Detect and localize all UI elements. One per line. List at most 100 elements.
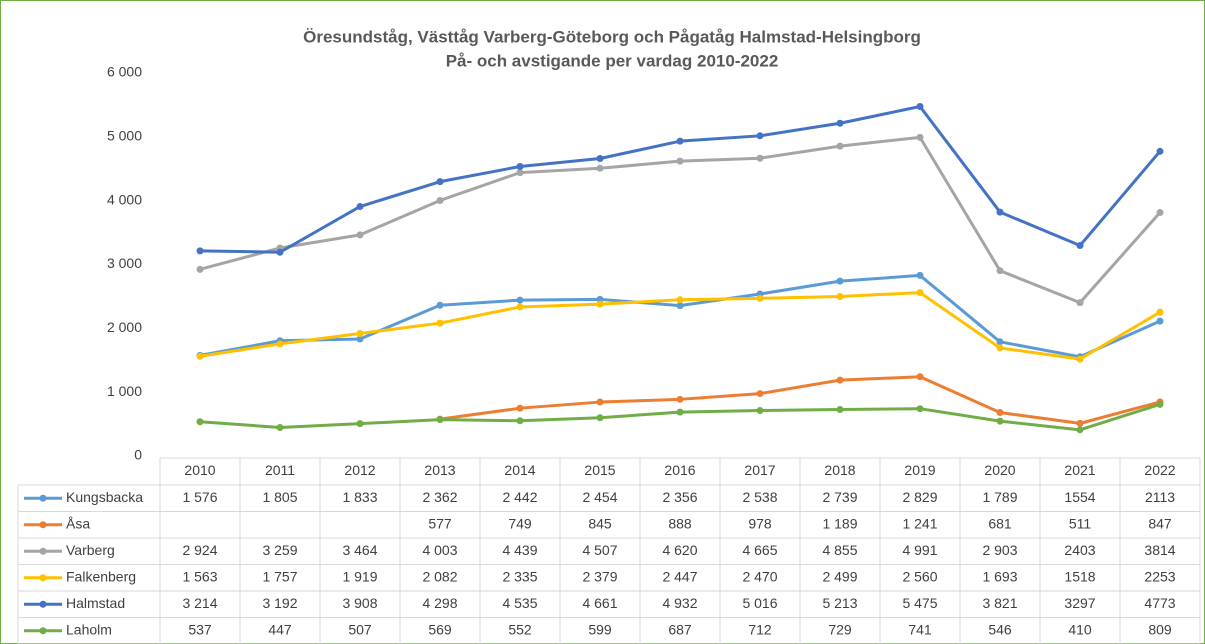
point	[916, 373, 924, 381]
table-cell: 3 192	[262, 595, 297, 611]
table-cell: 4 991	[902, 542, 937, 558]
legend-swatch	[39, 547, 47, 555]
table-cell: 2 379	[582, 568, 617, 584]
table-cell: 3 259	[262, 542, 297, 558]
table-cell: 4 507	[582, 542, 617, 558]
legend-label: Varberg	[66, 542, 115, 558]
point	[1156, 308, 1164, 316]
table-cell: 2 470	[742, 568, 777, 584]
point	[756, 294, 764, 302]
table-cell: 3 908	[342, 595, 377, 611]
point	[276, 423, 284, 431]
table-cell: 1 693	[982, 568, 1017, 584]
table-cell: 4 855	[822, 542, 857, 558]
table-cell: 2 829	[902, 489, 937, 505]
table-cell: 410	[1068, 621, 1092, 637]
table-cell: 4 932	[662, 595, 697, 611]
table-cell: 809	[1148, 621, 1172, 637]
x-tick-label: 2013	[424, 462, 455, 478]
table-cell: 2 924	[182, 542, 217, 558]
point	[1076, 426, 1084, 434]
point	[436, 319, 444, 327]
point	[596, 164, 604, 172]
x-tick-label: 2019	[904, 462, 935, 478]
point	[996, 338, 1004, 346]
table-cell: 1 805	[262, 489, 297, 505]
point	[676, 408, 684, 416]
table-cell: 507	[348, 621, 372, 637]
y-tick-label: 3 000	[107, 255, 142, 271]
table-cell: 2 356	[662, 489, 697, 505]
legend-label: Halmstad	[66, 595, 125, 611]
table-cell: 569	[428, 621, 452, 637]
table-cell: 749	[508, 515, 532, 531]
table-cell: 1 789	[982, 489, 1017, 505]
table-cell: 4 661	[582, 595, 617, 611]
point	[516, 169, 524, 177]
point	[196, 418, 204, 426]
point	[1076, 242, 1084, 250]
point	[1076, 419, 1084, 427]
y-tick-label: 4 000	[107, 191, 142, 207]
point	[1156, 400, 1164, 408]
point	[756, 390, 764, 398]
table-cell: 2 499	[822, 568, 857, 584]
table-cell: 2 335	[502, 568, 537, 584]
y-tick-label: 2 000	[107, 319, 142, 335]
point	[276, 340, 284, 348]
x-tick-label: 2016	[664, 462, 695, 478]
point	[196, 247, 204, 255]
point	[836, 142, 844, 150]
point	[676, 137, 684, 145]
point	[356, 203, 364, 211]
point	[356, 420, 364, 428]
x-tick-label: 2010	[184, 462, 215, 478]
point	[996, 267, 1004, 275]
x-tick-label: 2014	[504, 462, 535, 478]
x-tick-label: 2020	[984, 462, 1015, 478]
table-cell: 4 439	[502, 542, 537, 558]
legend-swatch	[39, 574, 47, 582]
point	[596, 154, 604, 162]
table-cell: 1554	[1064, 489, 1095, 505]
point	[516, 404, 524, 412]
point	[756, 132, 764, 140]
table-cell: 3 464	[342, 542, 377, 558]
table-cell: 845	[588, 515, 612, 531]
table-cell: 2113	[1145, 489, 1175, 505]
point	[356, 231, 364, 239]
point	[916, 133, 924, 141]
table-cell: 2 362	[422, 489, 457, 505]
table-cell: 511	[1069, 515, 1092, 531]
table-cell: 1518	[1064, 568, 1095, 584]
point	[596, 295, 604, 303]
x-tick-label: 2011	[265, 462, 295, 478]
point	[916, 271, 924, 279]
table-cell: 546	[988, 621, 1012, 637]
point	[276, 248, 284, 256]
table-cell: 2253	[1144, 568, 1175, 584]
y-tick-label: 1 000	[107, 383, 142, 399]
point	[1156, 317, 1164, 325]
point	[676, 157, 684, 165]
point	[1076, 355, 1084, 363]
table-cell: 552	[508, 621, 532, 637]
table-cell: 1 576	[182, 489, 217, 505]
table-cell: 712	[748, 621, 772, 637]
table-cell: 599	[588, 621, 612, 637]
point	[916, 289, 924, 297]
table-cell: 2 739	[822, 489, 857, 505]
point	[676, 302, 684, 310]
point	[996, 409, 1004, 417]
table-cell: 888	[668, 515, 692, 531]
point	[596, 300, 604, 308]
table-cell: 2 454	[582, 489, 617, 505]
table-cell: 847	[1148, 515, 1172, 531]
table-cell: 741	[908, 621, 932, 637]
point	[756, 154, 764, 162]
point	[436, 178, 444, 186]
point	[436, 416, 444, 424]
legend-label: Falkenberg	[66, 568, 136, 584]
